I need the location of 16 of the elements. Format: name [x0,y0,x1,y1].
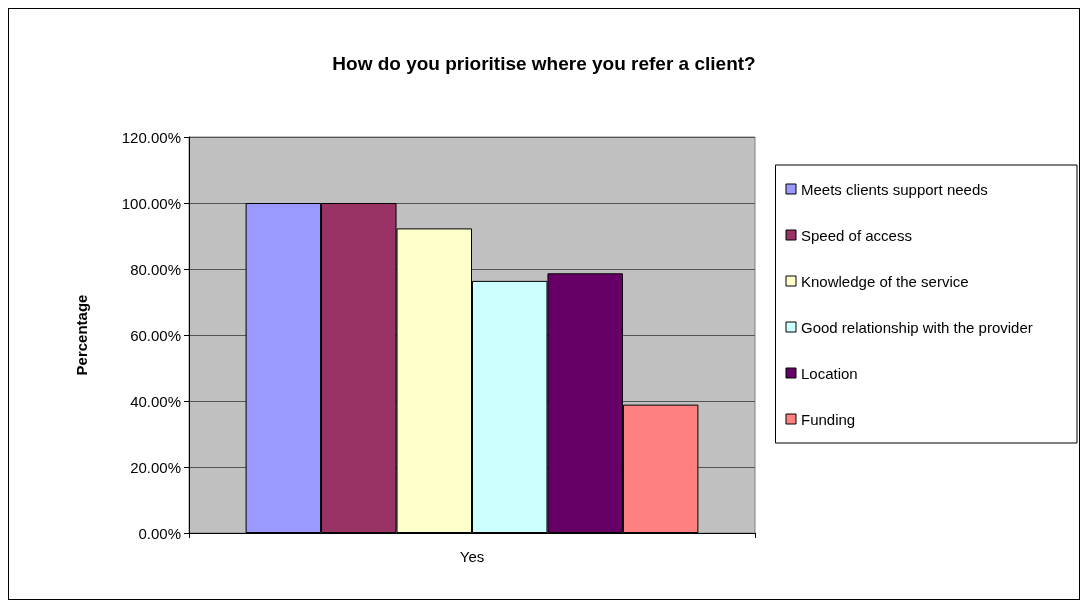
y-tick-label: 40.00% [130,392,181,410]
legend-label: Knowledge of the service [801,272,969,290]
x-tick-label: Yes [459,548,485,565]
y-tick-label: 120.00% [121,128,181,146]
legend-label: Location [801,364,858,382]
y-tick-label: 20.00% [130,458,181,476]
y-tick-label: 0.00% [138,524,181,542]
chart-title: How do you prioritise where you refer a client? [332,53,756,74]
legend-label: Funding [801,410,856,428]
y-axis-title: Percentage [73,294,90,376]
y-tick-label: 80.00% [130,260,181,278]
y-tick-label: 100.00% [121,194,181,212]
legend-label: Meets clients support needs [801,180,988,198]
legend-label: Good relationship with the provider [801,318,1033,336]
y-tick-label: 60.00% [130,326,181,344]
legend-label: Speed of access [801,226,912,244]
